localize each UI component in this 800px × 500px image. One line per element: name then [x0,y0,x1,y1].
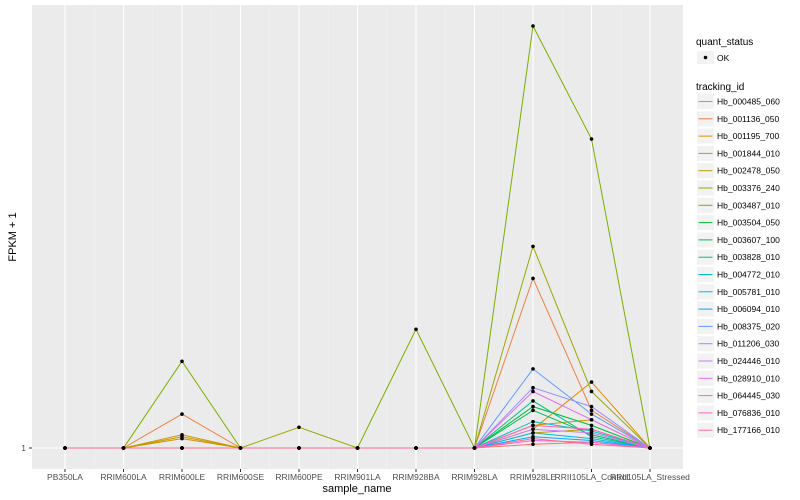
data-point [297,425,301,430]
data-point [531,419,535,424]
data-point [531,427,535,431]
data-point [414,327,418,332]
data-point [180,359,184,364]
x-tick-label: RRIM600PE [275,472,323,482]
legend-label: Hb_006094_010 [717,304,780,314]
legend-tracking-items: Hb_000485_060 Hb_001136_050 Hb_001195_700 H… [697,94,780,438]
legend-label: Hb_005781_010 [717,287,780,297]
legend-label: Hb_001195_700 [717,131,780,141]
data-point [531,24,535,28]
data-point [531,244,535,249]
data-point [531,423,535,428]
data-point [531,431,535,435]
data-point [531,385,535,390]
legend-title-tracking-id: tracking_id [696,82,744,93]
legend-title-quant-status: quant_status [696,37,753,48]
x-axis: PB350LA RRIM600LA RRIM600LE RRIM600SE RRIM60… [47,469,690,482]
data-point [531,436,535,441]
legend: quant_status OK tracking_id Hb_000485_06… [696,37,780,438]
x-tick-label: RRIM928LA [451,472,498,482]
x-tick-label: RRIM600LE [159,472,206,482]
legend-label: Hb_003504_050 [717,218,780,228]
legend-label: Hb_003607_100 [717,235,780,245]
legend-key-point [703,55,708,60]
data-point [589,404,594,409]
data-points [63,24,652,450]
data-point [589,389,594,394]
data-point [180,434,184,439]
x-tick-label: RRIM600LA [100,472,147,482]
data-point [589,412,594,416]
data-point [414,446,418,450]
y-axis: 1 [21,443,32,453]
data-point [238,446,243,450]
data-point [589,380,594,384]
legend-label: Hb_177166_010 [717,425,780,435]
data-point [589,423,594,428]
legend-label: Hb_000485_060 [717,97,780,107]
legend-label: Hb_028910_010 [717,373,780,383]
x-tick-label: RRII105LA_Stressed [610,472,690,482]
data-point [589,417,594,422]
data-point [531,389,535,394]
legend-label: Hb_003487_010 [717,200,780,210]
x-tick-label: RRIM600SE [217,472,265,482]
data-point [472,446,477,450]
legend-label: Hb_001136_050 [717,114,780,124]
x-tick-label: RRIM928BA [392,472,440,482]
data-point [531,408,535,413]
x-tick-label: RRII105LA_Control [555,472,629,482]
x-axis-title: sample_name [322,483,391,495]
legend-label: Hb_002478_050 [717,166,780,176]
legend-label: Hb_003376_240 [717,183,780,193]
data-point [180,446,184,450]
legend-quant-status-items: OK [697,51,730,64]
legend-label: Hb_004772_010 [717,270,780,280]
legend-label: Hb_008375_020 [717,321,780,331]
legend-label: Hb_003828_010 [717,252,780,262]
data-point [121,446,126,450]
y-tick-label: 1 [21,443,26,453]
legend-label: OK [717,53,730,63]
x-tick-label: RRIM928LE [510,472,557,482]
data-point [648,446,652,450]
data-point [63,446,67,450]
data-point [589,442,594,447]
legend-label: Hb_024446_010 [717,356,780,366]
data-point [531,404,535,409]
data-point [355,446,360,450]
data-point [531,367,535,371]
data-point [531,276,535,281]
x-tick-label: PB350LA [47,472,83,482]
legend-label: Hb_011206_030 [717,339,780,349]
data-point [589,137,594,141]
data-point [180,412,184,416]
data-point [531,442,535,447]
data-point [531,399,535,403]
legend-label: Hb_064445_030 [717,391,780,401]
data-point [297,446,301,450]
data-point [589,408,594,413]
data-point [589,427,594,431]
data-point [589,431,594,435]
legend-label: Hb_001844_010 [717,148,780,158]
x-tick-label: RRIM901LA [334,472,381,482]
legend-label: Hb_076836_010 [717,408,780,418]
y-axis-title: FPKM + 1 [7,212,19,261]
